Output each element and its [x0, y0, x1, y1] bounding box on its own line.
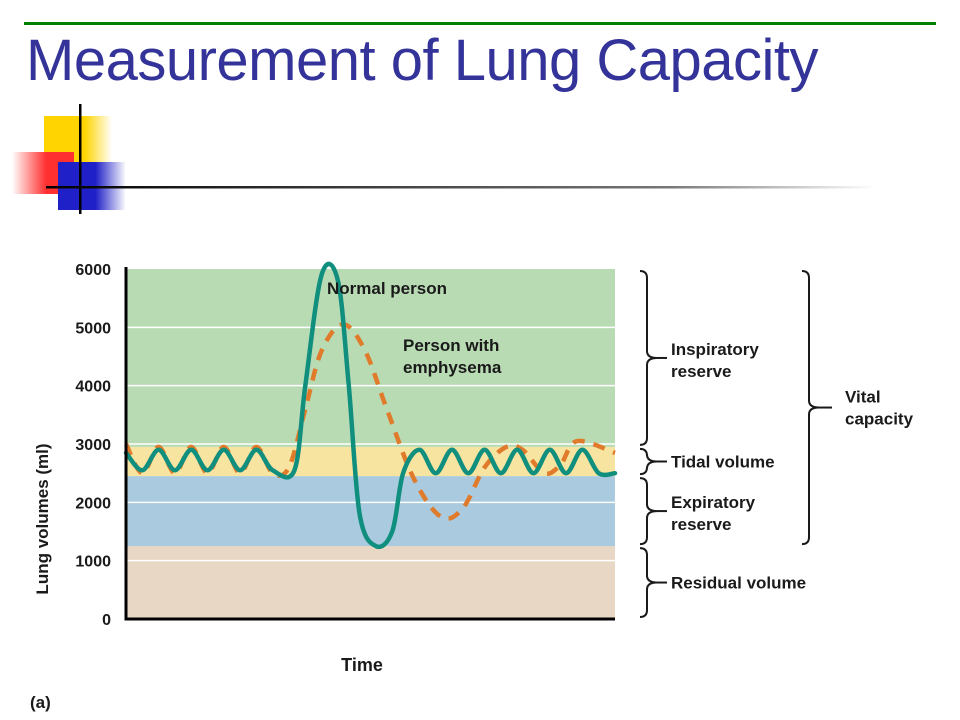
- series-lines: [123, 261, 618, 550]
- y-tick-labels: 0 1000 2000 3000 4000 5000 6000: [75, 262, 111, 629]
- bracket-label-vital-capacity-line1: Vital: [845, 388, 881, 407]
- lung-volume-chart: 0 1000 2000 3000 4000 5000 6000 Inspiratory res…: [30, 261, 914, 712]
- bracket-expiratory-reserve: [639, 477, 658, 546]
- band-expiratory-reserve: [126, 476, 615, 547]
- y-tick-label-1000: 1000: [75, 554, 111, 571]
- gridlines: [126, 326, 615, 562]
- y-tick-label-2000: 2000: [75, 495, 111, 512]
- bracket-label-expiratory-reserve-line1: Expiratory: [671, 493, 756, 512]
- slide-title: Measurement of Lung Capacity: [26, 28, 819, 93]
- deco-vertical-line: [79, 104, 82, 214]
- title-decoration: [12, 104, 876, 214]
- y-tick-label-3000: 3000: [75, 437, 111, 454]
- bracket-residual-volume: [639, 547, 658, 618]
- series-line-normal-person: [123, 261, 618, 550]
- bracket-label-vital-capacity-line2: capacity: [845, 410, 914, 429]
- bracket-label-residual-volume: Residual volume: [671, 574, 806, 593]
- bracket-label-inspiratory-reserve-line2: reserve: [671, 362, 732, 381]
- y-tick-label-5000: 5000: [75, 320, 111, 337]
- panel-label: (a): [30, 693, 51, 712]
- bracket-label-tidal-volume: Tidal volume: [671, 453, 775, 472]
- annotation-emphysema-line2: emphysema: [403, 358, 502, 377]
- bracket-tidal-volume: [639, 447, 658, 476]
- y-tick-label-6000: 6000: [75, 262, 111, 279]
- annotation-emphysema-line1: Person with: [403, 336, 499, 355]
- series-line-person-with-emphysema: [123, 322, 616, 521]
- axes: [124, 267, 615, 621]
- x-axis-label: Time: [341, 655, 383, 675]
- title-top-rule: [24, 22, 936, 25]
- y-tick-label-0: 0: [102, 612, 111, 629]
- y-tick-label-4000: 4000: [75, 379, 111, 396]
- bracket-inspiratory-reserve: [639, 270, 658, 446]
- region-brackets: Inspiratory reserve Tidal volume Expiratory…: [639, 270, 914, 618]
- band-residual-volume: [126, 546, 615, 619]
- y-axis-label: Lung volumes (ml): [33, 443, 52, 594]
- deco-horizontal-rule: [46, 186, 876, 189]
- bracket-label-expiratory-reserve-line2: reserve: [671, 515, 732, 534]
- annotation-normal-person: Normal person: [327, 279, 447, 298]
- bracket-label-inspiratory-reserve-line1: Inspiratory: [671, 340, 759, 359]
- bracket-vital-capacity: [801, 270, 820, 546]
